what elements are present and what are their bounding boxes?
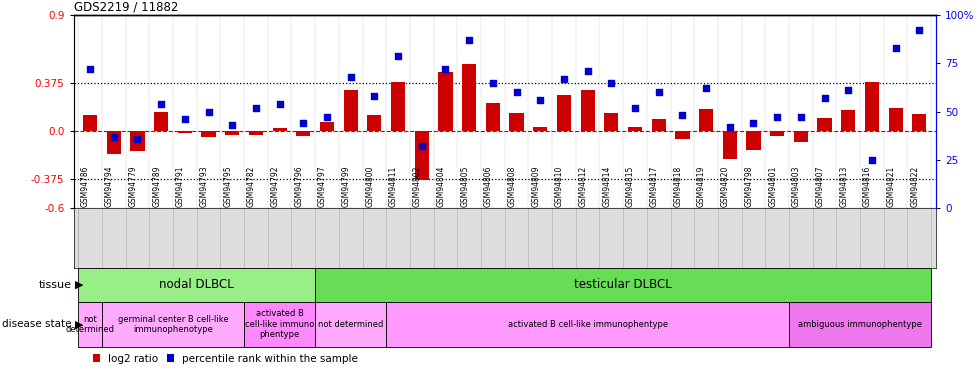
Point bbox=[82, 66, 98, 72]
Bar bbox=[747, 131, 760, 150]
Text: activated B
cell-like immuno
phentype: activated B cell-like immuno phentype bbox=[245, 309, 315, 339]
Point bbox=[698, 86, 713, 92]
Bar bbox=[789, 302, 931, 347]
Point bbox=[462, 37, 477, 43]
Bar bbox=[841, 110, 856, 131]
Point bbox=[769, 114, 785, 120]
Bar bbox=[296, 131, 311, 136]
Point bbox=[627, 105, 643, 111]
Text: ▶: ▶ bbox=[75, 280, 84, 290]
Bar bbox=[319, 122, 334, 131]
Text: nodal DLBCL: nodal DLBCL bbox=[160, 279, 234, 291]
Bar bbox=[794, 131, 808, 142]
Bar bbox=[177, 131, 192, 134]
Point bbox=[438, 66, 454, 72]
Point bbox=[367, 93, 382, 99]
Point bbox=[651, 89, 666, 95]
Text: ambiguous immunophentype: ambiguous immunophentype bbox=[798, 320, 922, 329]
Bar bbox=[415, 131, 429, 180]
Point bbox=[224, 122, 240, 128]
Bar bbox=[391, 82, 405, 131]
Text: disease state: disease state bbox=[2, 320, 72, 329]
Point bbox=[296, 120, 312, 126]
Text: tissue: tissue bbox=[38, 280, 72, 290]
Bar bbox=[202, 131, 216, 137]
Bar bbox=[244, 302, 316, 347]
Point bbox=[556, 76, 571, 82]
Bar bbox=[580, 90, 595, 131]
Point bbox=[580, 68, 596, 74]
Point bbox=[153, 101, 169, 107]
Bar bbox=[83, 116, 97, 131]
Bar bbox=[438, 72, 453, 131]
Bar bbox=[272, 128, 287, 131]
Bar bbox=[462, 64, 476, 131]
Point bbox=[841, 87, 857, 93]
Bar bbox=[557, 95, 571, 131]
Bar bbox=[154, 112, 169, 131]
Bar bbox=[344, 90, 358, 131]
Point bbox=[485, 80, 501, 86]
Bar bbox=[864, 82, 879, 131]
Point bbox=[793, 114, 808, 120]
Point bbox=[674, 112, 690, 118]
Point bbox=[722, 124, 738, 130]
Bar bbox=[817, 118, 832, 131]
Bar bbox=[386, 302, 789, 347]
Bar bbox=[770, 131, 784, 136]
Bar bbox=[486, 102, 500, 131]
Point bbox=[177, 116, 193, 122]
Bar bbox=[107, 131, 121, 154]
Bar bbox=[78, 302, 102, 347]
Text: not determined: not determined bbox=[318, 320, 383, 329]
Point bbox=[532, 97, 548, 103]
Point bbox=[864, 157, 880, 163]
Bar bbox=[225, 131, 239, 135]
Point bbox=[129, 136, 145, 142]
Point bbox=[746, 120, 761, 126]
Point bbox=[343, 74, 359, 80]
Bar bbox=[652, 119, 665, 131]
Bar bbox=[368, 116, 381, 131]
Text: activated B cell-like immunophentype: activated B cell-like immunophentype bbox=[508, 320, 667, 329]
Point bbox=[911, 27, 927, 33]
Bar bbox=[130, 131, 145, 152]
Point bbox=[248, 105, 264, 111]
Point bbox=[201, 109, 217, 115]
Point bbox=[604, 80, 619, 86]
Bar bbox=[78, 268, 316, 302]
Text: GDS2219 / 11882: GDS2219 / 11882 bbox=[74, 1, 178, 14]
Bar bbox=[699, 109, 713, 131]
Bar bbox=[102, 302, 244, 347]
Point bbox=[319, 114, 335, 120]
Text: not
determined: not determined bbox=[66, 315, 115, 334]
Point bbox=[390, 53, 406, 58]
Point bbox=[816, 95, 832, 101]
Bar bbox=[249, 131, 263, 135]
Point bbox=[414, 143, 429, 149]
Bar bbox=[675, 131, 690, 139]
Point bbox=[106, 134, 122, 140]
Bar bbox=[912, 114, 926, 131]
Point bbox=[271, 101, 287, 107]
Legend: log2 ratio, percentile rank within the sample: log2 ratio, percentile rank within the s… bbox=[88, 350, 363, 368]
Text: ▶: ▶ bbox=[75, 320, 84, 329]
Text: germinal center B cell-like
immunophenotype: germinal center B cell-like immunophenot… bbox=[118, 315, 228, 334]
Bar bbox=[316, 302, 386, 347]
Bar bbox=[605, 113, 618, 131]
Bar bbox=[533, 127, 548, 131]
Bar bbox=[722, 131, 737, 159]
Bar bbox=[316, 268, 931, 302]
Bar bbox=[510, 113, 523, 131]
Bar bbox=[889, 108, 903, 131]
Point bbox=[509, 89, 524, 95]
Point bbox=[888, 45, 904, 51]
Text: testicular DLBCL: testicular DLBCL bbox=[574, 279, 672, 291]
Bar bbox=[628, 127, 642, 131]
